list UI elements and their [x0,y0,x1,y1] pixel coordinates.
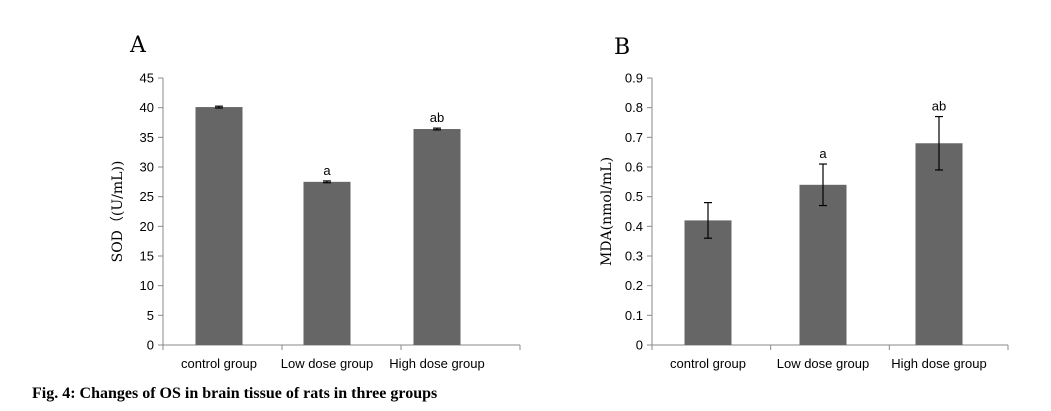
chart-panel-b: B 0 0.1 0.2 0.3 0.4 0.5 0.6 0.7 0.8 0.9 control gro… [599,35,1009,371]
panel-letter: B [614,35,630,60]
data-label: a [323,163,331,178]
x-category-label: High dose group [891,356,986,371]
y-tick-label: 0.2 [625,278,643,293]
y-tick-label: 0.4 [625,219,643,234]
y-tick-label: 0.5 [625,189,643,204]
bar [684,220,732,345]
x-category-label: Low dose group [281,356,374,371]
y-tick-label: 30 [140,160,154,175]
y-tick-label: 0.3 [625,249,643,264]
data-label: ab [932,99,946,114]
y-tick-label: 25 [140,189,154,204]
y-axis-label: SOD（(U/mL)) [110,161,126,263]
y-tick-label: 35 [140,130,154,145]
x-category-label: Low dose group [777,356,870,371]
y-tick-label: 0.7 [625,130,643,145]
x-category-label: control group [181,356,257,371]
y-tick-label: 0.6 [625,160,643,175]
data-label: ab [430,110,444,125]
y-tick-label: 45 [140,71,154,86]
y-axis-label: MDA(nmol/mL) [599,157,615,266]
figure-caption: Fig. 4: Changes of OS in brain tissue of… [32,385,438,402]
bar [195,107,243,345]
y-tick-label: 0.1 [625,308,643,323]
data-label: a [819,146,827,161]
y-tick-label: 0 [636,338,643,353]
y-tick-label: 20 [140,219,154,234]
x-category-label: control group [670,356,746,371]
bar [413,129,461,345]
bar [799,184,847,345]
panel-letter: A [129,33,147,58]
y-tick-label: 5 [147,308,154,323]
y-tick-label: 0 [147,338,154,353]
y-tick-label: 40 [140,100,154,115]
bar [915,143,963,345]
y-tick-label: 0.9 [625,71,643,86]
bar [303,181,351,345]
chart-panel-a: A 0 5 10 15 20 25 30 35 40 45 control group a Low dos… [110,33,521,371]
x-category-label: High dose group [389,356,484,371]
y-tick-label: 10 [140,278,154,293]
y-tick-label: 15 [140,249,154,264]
y-tick-label: 0.8 [625,100,643,115]
